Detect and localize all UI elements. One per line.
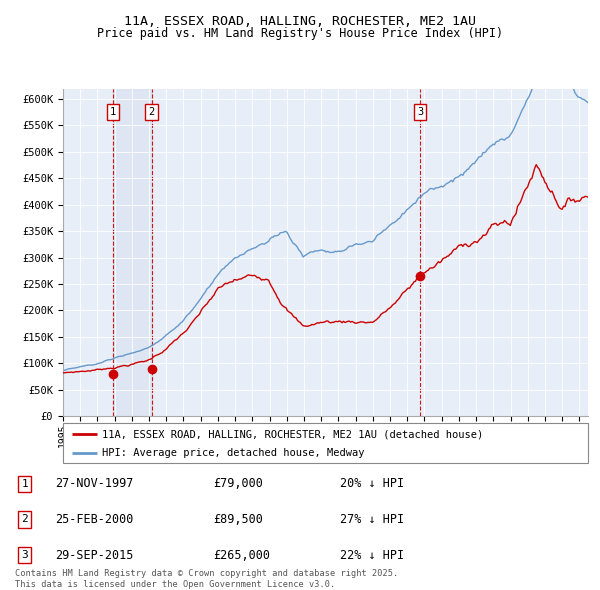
Text: 2: 2 [148,107,155,117]
Text: 3: 3 [417,107,423,117]
Text: 11A, ESSEX ROAD, HALLING, ROCHESTER, ME2 1AU (detached house): 11A, ESSEX ROAD, HALLING, ROCHESTER, ME2… [103,430,484,440]
Text: 1: 1 [21,478,28,489]
Text: 27-NOV-1997: 27-NOV-1997 [55,477,134,490]
Text: Price paid vs. HM Land Registry's House Price Index (HPI): Price paid vs. HM Land Registry's House … [97,27,503,40]
Text: 27% ↓ HPI: 27% ↓ HPI [340,513,404,526]
Text: 29-SEP-2015: 29-SEP-2015 [55,549,134,562]
Text: 20% ↓ HPI: 20% ↓ HPI [340,477,404,490]
Text: 3: 3 [21,550,28,560]
Text: £89,500: £89,500 [214,513,263,526]
Text: 25-FEB-2000: 25-FEB-2000 [55,513,134,526]
Text: 22% ↓ HPI: 22% ↓ HPI [340,549,404,562]
Text: £265,000: £265,000 [214,549,271,562]
Bar [113,88,152,416]
Text: 11A, ESSEX ROAD, HALLING, ROCHESTER, ME2 1AU: 11A, ESSEX ROAD, HALLING, ROCHESTER, ME2… [124,15,476,28]
Text: 1: 1 [110,107,116,117]
Text: Contains HM Land Registry data © Crown copyright and database right 2025.
This d: Contains HM Land Registry data © Crown c… [15,569,398,589]
Text: £79,000: £79,000 [214,477,263,490]
Text: 2: 2 [21,514,28,525]
Text: HPI: Average price, detached house, Medway: HPI: Average price, detached house, Medw… [103,448,365,458]
